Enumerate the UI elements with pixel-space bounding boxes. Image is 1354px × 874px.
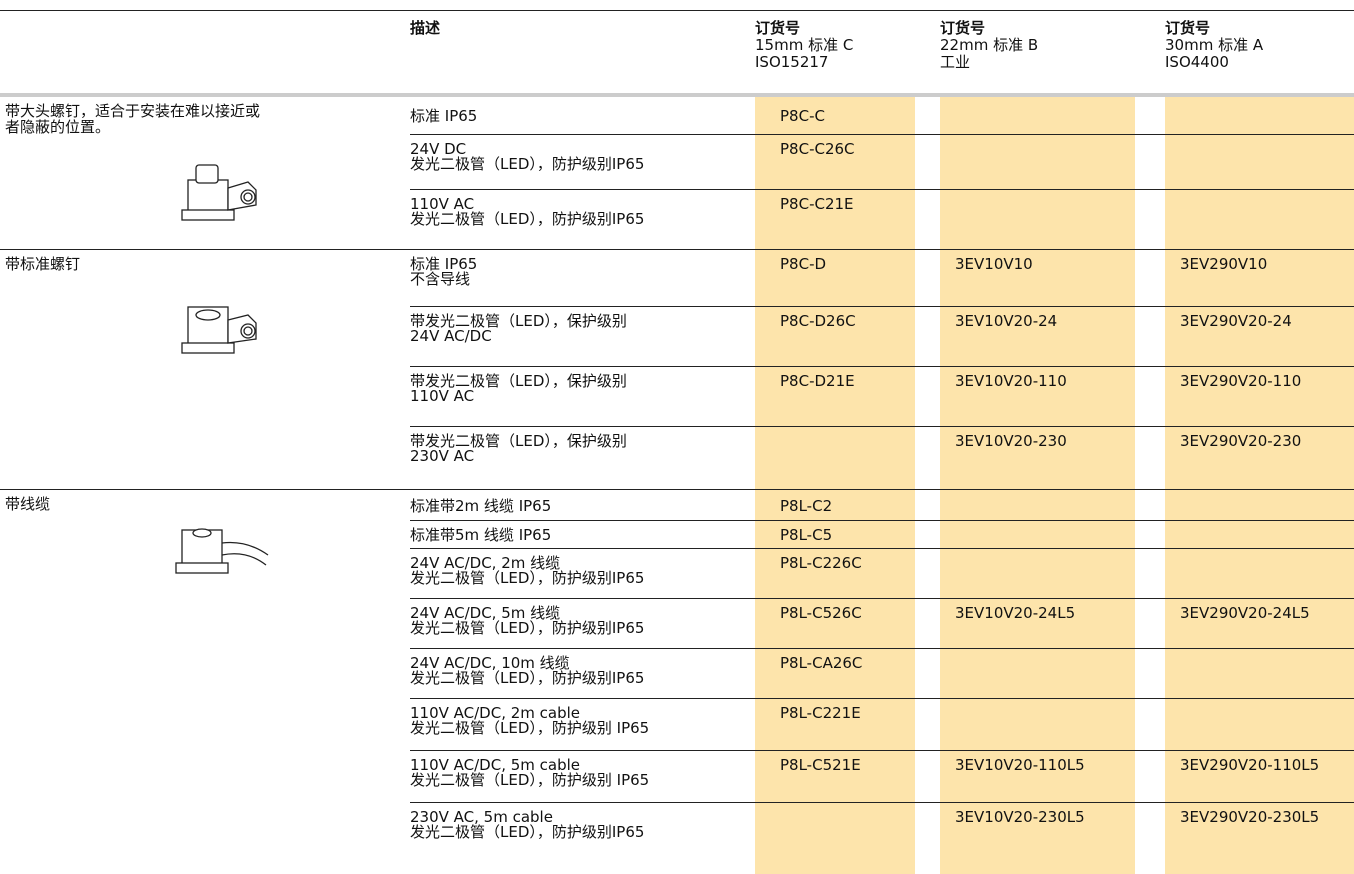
order-code: P8L-C226C: [780, 554, 862, 572]
order-code: 3EV10V20-24: [955, 312, 1058, 330]
order-code: P8L-CA26C: [780, 654, 863, 672]
order-code: 3EV10V10: [955, 255, 1033, 273]
row-rule: [410, 366, 1354, 367]
column-shade: [1165, 97, 1354, 874]
row-rule: [410, 598, 1354, 599]
order-code: 3EV10V20-110L5: [955, 756, 1085, 774]
row-description: 标准 IP65: [410, 107, 478, 125]
row-rule: [410, 648, 1354, 649]
order-code: P8C-C26C: [780, 140, 855, 158]
row-rule: [410, 548, 1354, 549]
row-description: 24V DC: [410, 140, 467, 158]
order-code: 3EV10V20-230: [955, 432, 1067, 450]
group-label: 带大头螺钉，适合于安装在难以接近或: [5, 102, 261, 120]
order-code: P8L-C2: [780, 496, 833, 515]
row-description: 标准 IP65: [410, 255, 478, 273]
order-code: 3EV290V10: [1180, 255, 1268, 273]
row-description: 带发光二极管（LED），保护级别: [410, 432, 627, 450]
connector-icon: [181, 306, 257, 354]
header-title: 订货号: [755, 19, 801, 37]
order-code: P8C-D: [780, 255, 827, 273]
row-rule: [410, 134, 1354, 135]
order-code: 3EV10V20-24L5: [955, 604, 1076, 622]
header-line: ISO4400: [1165, 53, 1229, 71]
header-line: ISO15217: [755, 53, 829, 71]
top-rule: [0, 10, 1354, 11]
row-description: 不含导线: [410, 270, 471, 288]
header-description: 描述: [410, 19, 441, 37]
row-rule: [410, 802, 1354, 803]
order-code: 3EV10V20-230L5: [955, 808, 1085, 826]
order-code: 3EV290V20-230: [1180, 432, 1302, 450]
row-description: 发光二极管（LED），防护级别 IP65: [410, 719, 650, 737]
header-rule: [0, 93, 1354, 97]
order-code: P8L-C521E: [780, 756, 861, 774]
order-code: 3EV290V20-24L5: [1180, 604, 1310, 622]
row-description: 标准带5m 线缆 IP65: [410, 526, 552, 544]
row-description: 带发光二极管（LED），保护级别: [410, 312, 627, 330]
row-description: 发光二极管（LED），防护级别IP65: [410, 823, 645, 841]
order-code: 3EV290V20-110L5: [1180, 756, 1320, 774]
row-rule: [410, 189, 1354, 190]
row-description: 24V AC/DC, 2m 线缆: [410, 554, 561, 572]
connector-icon: [175, 528, 269, 574]
order-code: 3EV290V20-230L5: [1180, 808, 1320, 826]
row-description: 230V AC, 5m cable: [410, 808, 553, 826]
order-code: P8C-D26C: [780, 312, 856, 330]
row-description: 发光二极管（LED），防护级别IP65: [410, 210, 645, 228]
order-code: P8C-C: [780, 107, 825, 125]
order-code: 3EV10V20-110: [955, 372, 1067, 390]
order-code: P8C-C21E: [780, 195, 854, 213]
row-rule: [410, 426, 1354, 427]
group-rule: [0, 249, 1354, 250]
column-shade: [755, 97, 915, 874]
order-code: 3EV290V20-24: [1180, 312, 1292, 330]
row-description: 发光二极管（LED），防护级别IP65: [410, 155, 645, 173]
row-description: 发光二极管（LED），防护级别IP65: [410, 669, 645, 687]
group-label: 带标准螺钉: [5, 255, 81, 273]
column-shade: [940, 97, 1135, 874]
row-description: 110V AC: [410, 387, 475, 405]
row-description: 24V AC/DC, 10m 线缆: [410, 654, 570, 672]
header-title: 订货号: [1165, 19, 1211, 37]
connector-icon: [181, 164, 257, 221]
row-description: 带发光二极管（LED），保护级别: [410, 372, 627, 390]
row-description: 发光二极管（LED），防护级别IP65: [410, 619, 645, 637]
group-rule: [0, 489, 1354, 490]
group-label: 者隐蔽的位置。: [5, 118, 111, 136]
row-description: 24V AC/DC: [410, 327, 492, 345]
order-code: P8L-C526C: [780, 604, 862, 622]
header-title: 订货号: [940, 19, 986, 37]
group-label: 带线缆: [5, 495, 51, 513]
row-description: 230V AC: [410, 447, 475, 465]
header-line: 15mm 标准 C: [755, 36, 854, 54]
row-description: 110V AC/DC, 5m cable: [410, 756, 581, 774]
order-code: 3EV290V20-110: [1180, 372, 1302, 390]
header-line: 工业: [940, 53, 971, 71]
row-description: 发光二极管（LED），防护级别IP65: [410, 569, 645, 587]
order-code: P8C-D21E: [780, 372, 855, 390]
header-line: 22mm 标准 B: [940, 36, 1039, 54]
header-line: 30mm 标准 A: [1165, 36, 1264, 54]
row-description: 110V AC/DC, 2m cable: [410, 704, 581, 722]
row-description: 标准带2m 线缆 IP65: [410, 496, 552, 515]
row-description: 24V AC/DC, 5m 线缆: [410, 604, 561, 622]
row-description: 发光二极管（LED），防护级别 IP65: [410, 771, 650, 789]
row-rule: [410, 306, 1354, 307]
row-description: 110V AC: [410, 195, 475, 213]
order-code: P8L-C5: [780, 526, 833, 544]
row-rule: [410, 750, 1354, 751]
row-rule: [410, 698, 1354, 699]
order-code: P8L-C221E: [780, 704, 861, 722]
row-rule: [410, 520, 1354, 521]
